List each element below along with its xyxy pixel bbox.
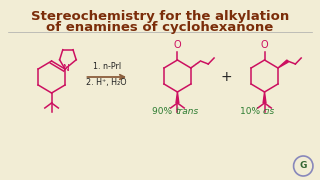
Text: 1. n-PrI: 1. n-PrI	[93, 62, 121, 71]
Text: 90%: 90%	[153, 107, 175, 116]
Text: O: O	[261, 40, 268, 50]
Text: cis: cis	[263, 107, 275, 116]
Text: 2. H⁺, H₂O: 2. H⁺, H₂O	[86, 78, 127, 87]
Polygon shape	[278, 60, 288, 68]
Text: trans: trans	[175, 107, 199, 116]
Text: O: O	[174, 40, 181, 50]
Text: 10%: 10%	[240, 107, 263, 116]
Text: Stereochemistry for the alkylation: Stereochemistry for the alkylation	[31, 10, 289, 23]
Text: +: +	[220, 70, 232, 84]
Text: of enamines of cyclohexanone: of enamines of cyclohexanone	[46, 21, 274, 34]
Text: G: G	[300, 161, 307, 170]
Polygon shape	[176, 92, 179, 103]
Polygon shape	[263, 92, 266, 103]
Text: N: N	[63, 64, 69, 73]
